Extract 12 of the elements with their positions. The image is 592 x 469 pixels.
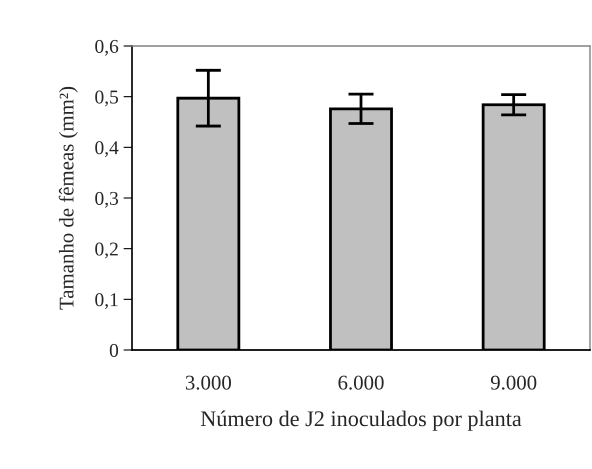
x-tick-label: 3.000	[186, 376, 231, 390]
x-tick-label: 9.000	[490, 376, 536, 390]
y-axis-title: Tamanho de fêmeas (mm²)	[58, 86, 78, 310]
y-tick-label: 0,4	[95, 141, 118, 158]
y-tick-label: 0,2	[95, 242, 118, 258]
y-tick-label: 0	[110, 344, 118, 357]
y-tick-label: 0,5	[95, 90, 118, 106]
y-tick-label: 0,6	[95, 40, 118, 56]
y-tick-label: 0,3	[95, 192, 118, 208]
y-tick-label: 0,1	[95, 293, 118, 310]
x-tick-label: 6.000	[338, 376, 384, 390]
x-axis-title: Número de J2 inoculados por planta	[200, 410, 522, 431]
